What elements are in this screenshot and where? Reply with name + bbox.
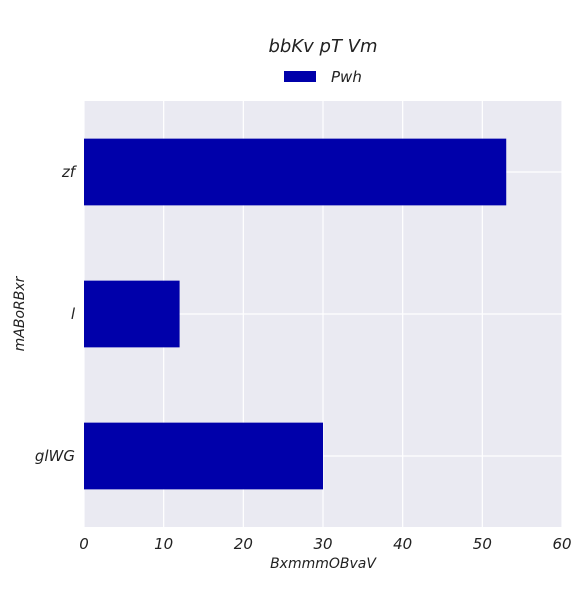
y-tick-label: glWG: [35, 447, 75, 465]
legend: Pwh: [284, 68, 362, 86]
y-axis-title: mABoRBxr: [12, 275, 28, 351]
y-tick-labels: glWG l zf: [35, 163, 78, 465]
bar-glWG: [84, 422, 323, 490]
chart-title: bbKv pT Vm: [268, 36, 377, 57]
x-tick-label: 20: [234, 535, 253, 553]
x-tick-label: 30: [313, 535, 332, 553]
y-tick-label: zf: [61, 163, 78, 181]
y-tick-label: l: [71, 305, 76, 323]
legend-label: Pwh: [331, 68, 362, 86]
x-tick-label: 60: [552, 535, 571, 553]
x-tick-labels: 0 10 20 30 40 50 60: [79, 535, 571, 553]
bar-l: [84, 280, 180, 348]
x-tick-label: 10: [154, 535, 173, 553]
x-tick-label: 40: [393, 535, 412, 553]
bars: [84, 138, 507, 490]
legend-swatch: [284, 71, 316, 82]
bar-zf: [84, 138, 507, 206]
x-tick-label: 0: [79, 535, 89, 553]
x-axis-title: BxmmmOBvaV: [270, 556, 377, 572]
x-tick-label: 50: [473, 535, 492, 553]
